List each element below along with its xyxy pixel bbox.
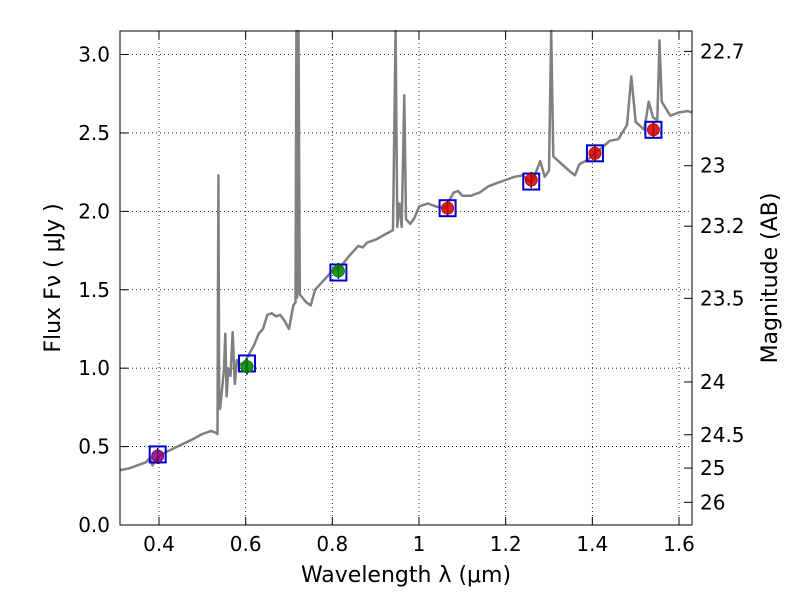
- x-tick-label: 0.4: [143, 532, 175, 556]
- x-axis-ticks: 0.4 0.6 0.8 1 1.2 1.4 1.6: [143, 31, 695, 556]
- x-tick-label: 0.6: [230, 532, 262, 556]
- magnitude-tick-label: 26: [700, 490, 725, 514]
- magnitude-tick-label: 24.5: [700, 423, 745, 447]
- y-axis-label: Flux Fν ( μJy ): [41, 203, 66, 352]
- magnitude-tick-label: 23: [700, 154, 725, 178]
- observed-flux-point: [441, 201, 455, 215]
- observed-flux-point: [331, 264, 345, 278]
- y-tick-label: 1.5: [78, 278, 110, 302]
- magnitude-tick-label: 23.5: [700, 286, 745, 310]
- magnitude-tick-label: 25: [700, 456, 725, 480]
- magnitude-tick-label: 22.7: [700, 39, 745, 63]
- observed-flux-point: [646, 123, 660, 137]
- y-tick-label: 2.5: [78, 121, 110, 145]
- y-tick-label: 0.0: [78, 513, 110, 537]
- spectrum-line: [119, 29, 693, 472]
- observed-flux-point: [151, 449, 165, 463]
- observed-flux-point: [240, 360, 254, 374]
- x-tick-label: 0.8: [316, 532, 348, 556]
- observed-flux-point: [524, 173, 538, 187]
- x-tick-label: 1.6: [663, 532, 695, 556]
- plot-frame: [119, 30, 693, 526]
- y-tick-label: 3.0: [78, 43, 110, 67]
- right-axis-label: Magnitude (AB): [758, 193, 783, 364]
- magnitude-tick-label: 23.2: [700, 214, 745, 238]
- spectrum-series: [119, 29, 693, 472]
- x-tick-label: 1: [413, 532, 426, 556]
- observed-flux-point: [588, 146, 602, 160]
- magnitude-tick-label: 24: [700, 370, 725, 394]
- y-axis-ticks: 0.0 0.5 1.0 1.5 2.0 2.5 3.0: [78, 43, 128, 537]
- x-tick-label: 1.2: [490, 532, 522, 556]
- x-tick-label: 1.4: [576, 532, 608, 556]
- y-tick-label: 1.0: [78, 356, 110, 380]
- magnitude-axis-ticks: 22.7 23 23.2 23.5 24 24.5 25 26: [684, 39, 745, 514]
- y-tick-label: 0.5: [78, 435, 110, 459]
- x-axis-label: Wavelength λ (μm): [301, 563, 511, 588]
- photometry-points: [148, 120, 663, 464]
- y-tick-label: 2.0: [78, 199, 110, 223]
